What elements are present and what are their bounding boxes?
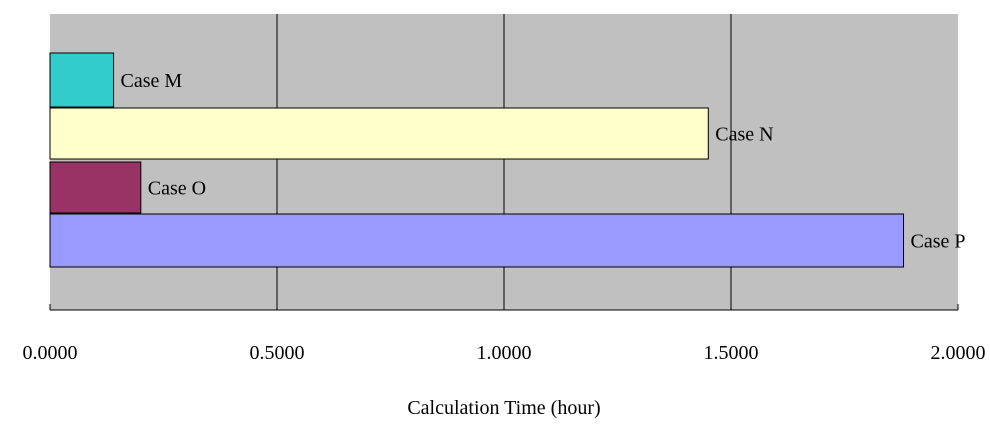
bar-label: Case O: [148, 178, 206, 200]
x-axis-title: Calculation Time (hour): [407, 397, 600, 419]
bar-label: Case P: [911, 231, 966, 253]
bar-label: Case M: [121, 70, 183, 92]
x-tick-label: 0.0000: [23, 342, 78, 364]
bar-label: Case N: [715, 124, 773, 146]
x-tick-label: 1.5000: [704, 342, 759, 364]
bar-case-n: [49, 107, 709, 160]
x-tick-label: 2.0000: [931, 342, 986, 364]
bar-case-o: [49, 161, 142, 214]
bar-case-m: [49, 52, 115, 108]
x-tick-label: 1.0000: [477, 342, 532, 364]
bar-case-p: [49, 213, 905, 268]
x-tick-label: 0.5000: [250, 342, 305, 364]
